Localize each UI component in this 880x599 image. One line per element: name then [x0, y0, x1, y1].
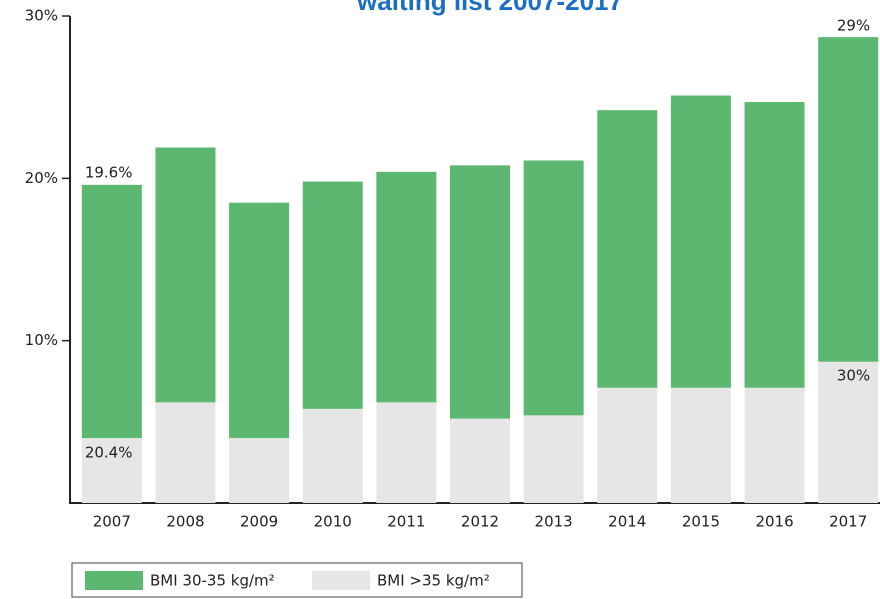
- legend-label: BMI 30-35 kg/m²: [150, 572, 275, 590]
- x-tick-label: 2016: [755, 513, 793, 531]
- bar-segment: [81, 184, 142, 439]
- x-tick-label: 2017: [829, 513, 867, 531]
- bar-segment: [376, 171, 437, 403]
- legend-swatch: [312, 571, 370, 590]
- bar-segment: [670, 95, 731, 388]
- bar-segment: [818, 361, 879, 503]
- bar-segment: [744, 387, 805, 503]
- bar-segment: [523, 160, 584, 416]
- bar-segment: [597, 110, 658, 388]
- bar-segment: [229, 202, 290, 439]
- bar-segment: [155, 402, 216, 503]
- bar-segment: [302, 408, 363, 503]
- bar-segment: [302, 181, 363, 409]
- x-tick-label: 2015: [682, 513, 720, 531]
- annotation: 19.6%: [85, 163, 133, 181]
- bar-segment: [155, 147, 216, 403]
- bar-segment: [818, 37, 879, 362]
- bar-segment: [450, 165, 510, 419]
- y-tick-label: 20%: [25, 169, 58, 187]
- legend-box: [71, 562, 523, 598]
- x-tick-label: 2014: [608, 513, 646, 531]
- bar-segment: [523, 415, 584, 503]
- legend-swatch: [85, 571, 143, 590]
- legend-label: BMI >35 kg/m²: [377, 572, 490, 590]
- annotation: 20.4%: [85, 444, 133, 462]
- bar-segment: [450, 418, 510, 503]
- y-tick-label: 10%: [25, 331, 58, 349]
- y-tick-label: 30%: [25, 7, 58, 25]
- x-tick-label: 2011: [387, 513, 425, 531]
- chart-title: waiting list 2007-2017: [356, 0, 623, 16]
- bar-segment: [670, 387, 731, 503]
- bar-segment: [597, 387, 658, 503]
- x-tick-label: 2013: [535, 513, 573, 531]
- x-tick-label: 2010: [314, 513, 352, 531]
- bar-segment: [376, 402, 437, 503]
- x-tick-label: 2012: [461, 513, 499, 531]
- bar-segment: [229, 438, 290, 503]
- bar-segment: [81, 438, 142, 503]
- annotation: 30%: [837, 366, 870, 384]
- x-tick-label: 2009: [240, 513, 278, 531]
- bar-segment: [744, 102, 805, 388]
- x-tick-label: 2008: [166, 513, 204, 531]
- x-tick-label: 2007: [93, 513, 131, 531]
- annotation: 29%: [837, 17, 870, 35]
